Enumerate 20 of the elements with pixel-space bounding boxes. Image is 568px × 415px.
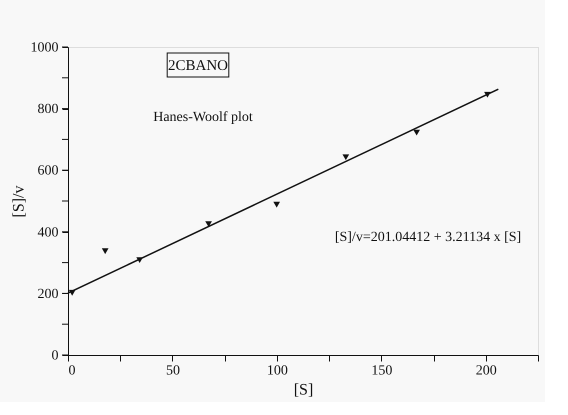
x-tick-label: 50 — [166, 364, 180, 378]
x-tick-label: 100 — [266, 364, 288, 378]
point — [342, 154, 350, 160]
y-axis-title: [S]/v — [10, 186, 28, 218]
y-tick-label: 200 — [38, 286, 58, 302]
y-tick-label: 1000 — [30, 40, 58, 56]
annotation: 2CBANO — [168, 58, 228, 74]
y-tick-label: 600 — [38, 164, 58, 179]
point — [273, 202, 280, 208]
annotation: [S]/v=201.04412 + 3.21134 x [S] — [334, 230, 522, 245]
point — [413, 130, 420, 136]
x-tick-label: 200 — [476, 364, 497, 378]
y-tick-label: 800 — [38, 102, 58, 118]
point — [102, 248, 109, 254]
y-tick-label: 0 — [52, 348, 58, 364]
x-axis-title: [S] — [294, 382, 314, 398]
x-tick-label: 150 — [371, 364, 392, 378]
y-tick-label: 400 — [38, 225, 58, 240]
x-tick-label: 0 — [68, 364, 76, 378]
annotation: Hanes-Woolf plot — [153, 110, 253, 125]
